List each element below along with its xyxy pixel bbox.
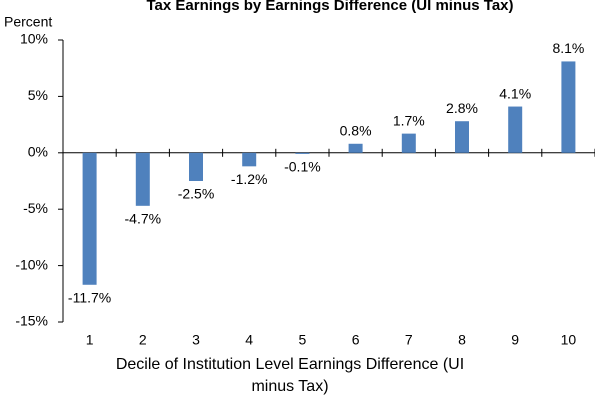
x-tick-label: 4 [245, 332, 253, 348]
bar [348, 143, 363, 153]
data-label: -2.5% [178, 186, 215, 202]
x-tick-label: 9 [511, 332, 519, 348]
data-label: 8.1% [552, 40, 584, 56]
bar [561, 61, 576, 153]
data-label: 4.1% [499, 85, 531, 101]
data-label: 0.8% [340, 122, 372, 138]
data-label: -0.1% [284, 159, 321, 175]
y-axis-label: Percent [4, 14, 52, 30]
x-tick-label: 6 [352, 332, 360, 348]
x-tick-label: 1 [86, 332, 94, 348]
x-tick-label: 5 [299, 332, 307, 348]
chart-title: Tax Earnings by Earnings Difference (UI … [146, 0, 513, 14]
x-tick-label: 3 [192, 332, 200, 348]
x-tick-label: 7 [405, 332, 413, 348]
bar [455, 121, 469, 153]
data-label: -1.2% [231, 171, 268, 187]
x-tick-label: 8 [458, 332, 466, 348]
y-tick-label: 10% [20, 31, 48, 47]
x-tick-label: 2 [139, 332, 147, 348]
data-label: -11.7% [68, 289, 111, 305]
y-tick-label: -10% [15, 256, 48, 272]
bar [242, 152, 257, 167]
data-label: 2.8% [446, 100, 478, 116]
x-tick-label: 10 [561, 332, 577, 348]
bar [295, 152, 310, 154]
y-tick-label: -15% [15, 313, 48, 329]
bar [82, 152, 97, 285]
bar [401, 133, 416, 153]
bar [135, 152, 150, 206]
y-tick-label: -5% [23, 200, 48, 216]
data-label: -4.7% [125, 211, 162, 227]
x-axis-label: Decile of Institution Level Earnings Dif… [115, 356, 465, 395]
bar [508, 106, 523, 153]
y-tick-label: 5% [28, 87, 48, 103]
y-tick-label: 0% [28, 144, 48, 160]
data-label: 1.7% [393, 112, 425, 128]
bar [189, 152, 203, 181]
